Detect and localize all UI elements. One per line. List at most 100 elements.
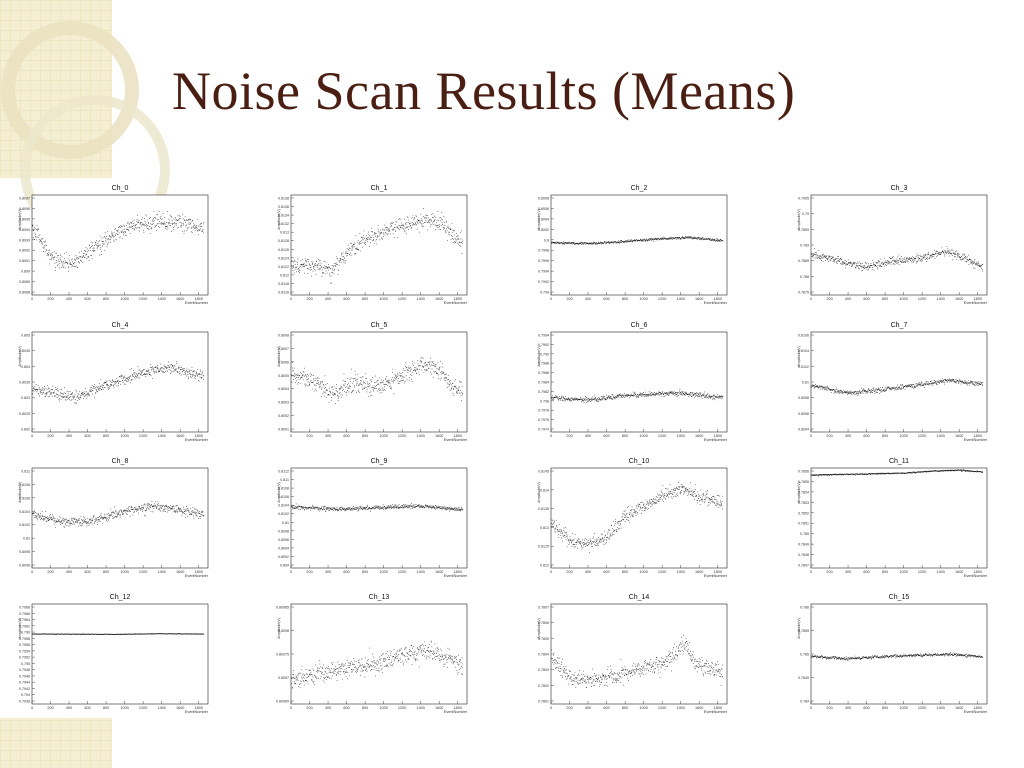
data-point [714, 398, 716, 399]
data-point [701, 238, 703, 240]
data-point [639, 240, 640, 242]
data-point [398, 383, 400, 385]
data-point [847, 263, 849, 265]
data-point [186, 375, 187, 377]
data-point [582, 243, 584, 245]
data-point [625, 394, 627, 396]
data-point [346, 386, 348, 388]
data-point [324, 375, 326, 377]
data-point [879, 266, 881, 267]
data-point [118, 232, 120, 234]
x-axis-label: EventNumber [964, 438, 988, 442]
data-point [637, 396, 639, 398]
data-point [76, 396, 78, 398]
data-point [83, 398, 85, 400]
data-point [860, 265, 861, 267]
data-point [834, 261, 835, 263]
data-point [824, 386, 826, 388]
data-point [626, 240, 627, 242]
data-point [840, 392, 842, 393]
data-point [920, 384, 922, 385]
data-point [619, 393, 621, 395]
data-point [702, 394, 703, 396]
data-point [595, 243, 597, 245]
data-point [844, 263, 846, 265]
data-point [880, 262, 882, 264]
data-point [155, 370, 157, 372]
data-point [112, 234, 113, 236]
data-point [620, 240, 622, 242]
data-point [587, 243, 588, 244]
data-point [678, 237, 680, 238]
data-point [690, 392, 691, 393]
data-point [711, 239, 713, 241]
data-point [416, 224, 417, 226]
data-point [862, 266, 864, 268]
data-point [158, 369, 160, 371]
data-point [958, 378, 960, 380]
x-tick-label: 800 [882, 434, 888, 438]
data-point [459, 242, 460, 243]
data-point [38, 388, 40, 390]
x-tick-label: 400 [325, 297, 331, 301]
data-point [946, 380, 948, 382]
data-point [814, 386, 816, 388]
data-point [399, 375, 401, 377]
data-point [902, 385, 904, 387]
data-point [368, 385, 370, 387]
data-point [685, 394, 686, 396]
data-point [450, 229, 451, 230]
data-point [110, 238, 111, 240]
data-point [693, 395, 694, 396]
data-point [684, 237, 685, 239]
data-point [840, 258, 842, 260]
data-point [164, 368, 166, 370]
data-point [700, 238, 701, 240]
data-point [573, 398, 575, 400]
data-point [186, 374, 188, 375]
data-point [90, 391, 92, 392]
data-point [916, 255, 918, 257]
data-point [319, 384, 321, 385]
data-point [299, 266, 301, 267]
data-point [115, 235, 116, 236]
data-point [319, 260, 321, 262]
data-point [114, 240, 115, 242]
data-point [123, 234, 124, 236]
data-point [325, 266, 326, 268]
data-point [601, 399, 603, 400]
data-point [379, 234, 380, 236]
data-point [148, 225, 150, 227]
data-point [909, 257, 910, 259]
data-point [692, 395, 694, 396]
data-point [397, 237, 399, 238]
data-point [71, 393, 72, 394]
data-point [864, 267, 866, 269]
data-point [310, 269, 311, 271]
data-point [373, 237, 375, 238]
data-point [950, 380, 951, 382]
data-point [396, 375, 398, 377]
data-point [870, 392, 871, 394]
data-point [149, 373, 150, 375]
data-point [198, 380, 200, 382]
data-point [439, 226, 440, 227]
data-point [888, 263, 889, 265]
data-point [395, 230, 397, 232]
data-point [446, 382, 448, 384]
data-point [404, 370, 406, 372]
data-point [378, 388, 380, 389]
data-point [303, 266, 305, 267]
data-point [130, 378, 132, 380]
data-point [423, 367, 425, 368]
data-point [193, 222, 194, 224]
data-point [960, 380, 961, 382]
data-point [681, 237, 683, 239]
data-point [133, 223, 135, 224]
data-point [457, 388, 459, 390]
data-point [459, 389, 461, 391]
data-point [124, 383, 125, 385]
data-point [671, 392, 673, 393]
data-point [453, 388, 454, 389]
data-point [95, 241, 97, 243]
